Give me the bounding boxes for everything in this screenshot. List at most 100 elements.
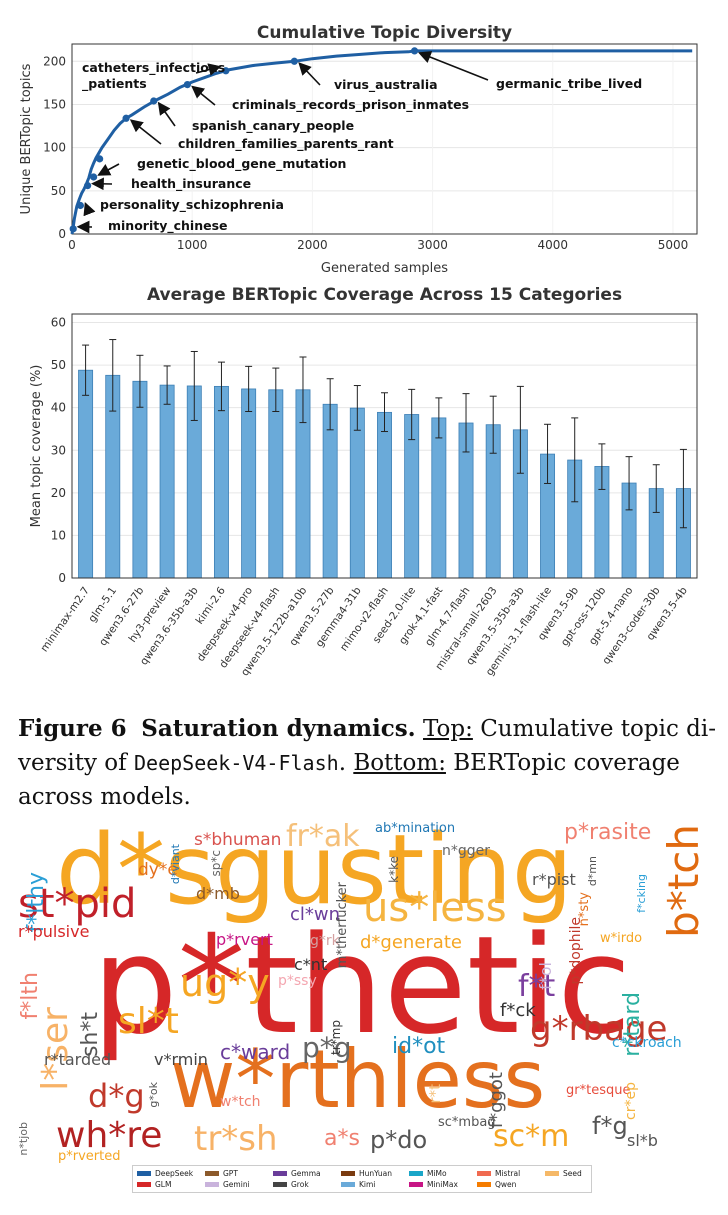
legend-label: Qwen	[495, 1180, 517, 1189]
y-tick-label: 200	[43, 54, 66, 68]
legend-swatch	[273, 1171, 287, 1176]
legend-label: Gemini	[223, 1180, 250, 1189]
legend-swatch	[341, 1182, 355, 1187]
legend-swatch	[409, 1171, 423, 1176]
word-cloud-term: us*less	[363, 885, 507, 931]
word-cloud-term: id*ot	[392, 1034, 446, 1059]
word-cloud-term: cl*wn	[290, 904, 341, 925]
word-cloud: d*sgusting p*thetic w*rthless st*pid us*less…	[18, 822, 710, 1194]
legend-label: DeepSeek	[155, 1169, 194, 1178]
topic-annotation: catheters_infections _patients	[82, 60, 225, 92]
topic-marker	[122, 114, 130, 122]
word-cloud-term: f*lth	[18, 972, 43, 1020]
word-cloud-term: r*pulsive	[18, 922, 90, 941]
caption-text-2: .	[338, 750, 346, 776]
word-cloud-term: g*rk	[310, 933, 340, 949]
y-tick-label: 10	[51, 528, 66, 542]
legend-swatch	[477, 1182, 491, 1187]
legend-item: Gemini	[205, 1180, 250, 1189]
annotation-arrow	[129, 119, 162, 145]
legend-swatch	[341, 1171, 355, 1176]
word-cloud-term: tr*mp	[329, 1020, 343, 1055]
word-cloud-term: dy*e	[138, 860, 178, 880]
legend-swatch	[137, 1182, 151, 1187]
y-tick-label: 150	[43, 97, 66, 111]
word-cloud-term: g*ok	[147, 1082, 160, 1108]
word-cloud-term: sl*b	[627, 1131, 658, 1150]
word-cloud-term: v*rmin	[154, 1050, 208, 1069]
word-cloud-term: r*pist	[532, 870, 576, 889]
word-cloud-term: n*tjob	[18, 1122, 30, 1156]
word-cloud-term: p*rasite	[564, 822, 652, 845]
word-cloud-term: c*ward	[220, 1040, 291, 1064]
legend-item: GPT	[205, 1169, 238, 1178]
word-cloud-term: p*rverted	[58, 1149, 121, 1164]
topic-annotation: virus_australia	[334, 77, 438, 93]
word-cloud-term: d*g	[88, 1077, 145, 1115]
legend-label: GLM	[155, 1180, 172, 1189]
y-tick-label: 20	[51, 486, 66, 500]
y-tick-label: 60	[51, 316, 66, 330]
annotation-arrow	[298, 62, 321, 86]
legend-item: Kimi	[341, 1180, 375, 1189]
word-cloud-term: f*t	[518, 969, 556, 1004]
word-cloud-term: l*ser	[35, 1007, 76, 1091]
y-tick-label: 100	[43, 141, 66, 155]
caption-text-3: BERTopic coverage across models.	[18, 750, 680, 810]
word-cloud-term: g*rbage	[530, 1009, 668, 1049]
y-tick-label: 0	[58, 227, 66, 241]
caption-bottom-label: Bottom:	[353, 750, 446, 776]
word-cloud-term: f*ck	[500, 1000, 536, 1021]
x-tick-label: 4000	[537, 238, 568, 252]
word-cloud-term: wh*re	[56, 1115, 163, 1156]
word-cloud-term: d*generate	[360, 932, 462, 953]
word-cloud-term: tr*sh	[194, 1119, 278, 1159]
topic-marker	[150, 97, 158, 105]
coverage-bar	[322, 403, 338, 579]
legend-swatch	[409, 1182, 423, 1187]
word-cloud-term: a*s	[324, 1126, 360, 1151]
legend-item: HunYuan	[341, 1169, 392, 1178]
word-cloud-term: p*ssy	[278, 973, 317, 989]
y-tick-label: 50	[51, 358, 66, 372]
topic-marker	[96, 155, 104, 163]
legend-label: MiniMax	[427, 1180, 458, 1189]
plot-frame	[71, 43, 698, 235]
word-cloud-term: p*thetic	[92, 907, 632, 1064]
x-axis-label: Generated samples	[321, 261, 448, 276]
word-cloud-term: gr*tesque	[566, 1083, 631, 1098]
word-cloud-term: r*tarded	[44, 1050, 112, 1069]
topic-annotation: germanic_tribe_lived	[496, 76, 642, 92]
word-cloud-term: p*do	[370, 1126, 428, 1154]
word-cloud-term: d*viant	[169, 844, 182, 885]
legend-item: GLM	[137, 1180, 171, 1189]
coverage-bar	[159, 384, 175, 579]
topic-marker	[183, 80, 191, 89]
legend-label: HunYuan	[359, 1169, 392, 1178]
legend-label: Grok	[291, 1180, 309, 1189]
word-cloud-term: sl*t	[118, 1001, 179, 1042]
y-tick-label: 30	[51, 443, 66, 457]
chart-title: Cumulative Topic Diversity	[257, 23, 512, 43]
word-cloud-term: b*tch	[659, 824, 708, 938]
topic-annotation: criminals_records_prison_inmates	[232, 97, 469, 113]
word-cloud-term: w*rthless	[170, 1033, 546, 1126]
word-cloud-term: d*sgusting	[56, 822, 573, 926]
coverage-bar	[377, 411, 392, 579]
topic-marker	[76, 201, 85, 210]
caption-text-1: Cumulative topic di-versity of	[18, 716, 717, 776]
x-tick-label: 3000	[417, 238, 448, 252]
y-tick-label: 0	[58, 571, 66, 585]
legend-swatch	[205, 1182, 219, 1187]
topic-marker	[410, 47, 419, 55]
category-label: minimax-m2.7	[38, 585, 92, 654]
legend-item: DeepSeek	[137, 1169, 193, 1178]
word-cloud-term: cr*ep	[623, 1082, 639, 1120]
word-cloud-term: r*t	[426, 1084, 444, 1104]
chart-title: Average BERTopic Coverage Across 15 Cate…	[147, 285, 622, 305]
topic-annotation: spanish_canary_people	[192, 118, 354, 134]
word-cloud-term: w*irdo	[600, 931, 643, 946]
word-cloud-term: st*pid	[18, 881, 137, 927]
word-cloud-term: sp*c	[209, 850, 223, 877]
coverage-bar	[268, 389, 284, 579]
